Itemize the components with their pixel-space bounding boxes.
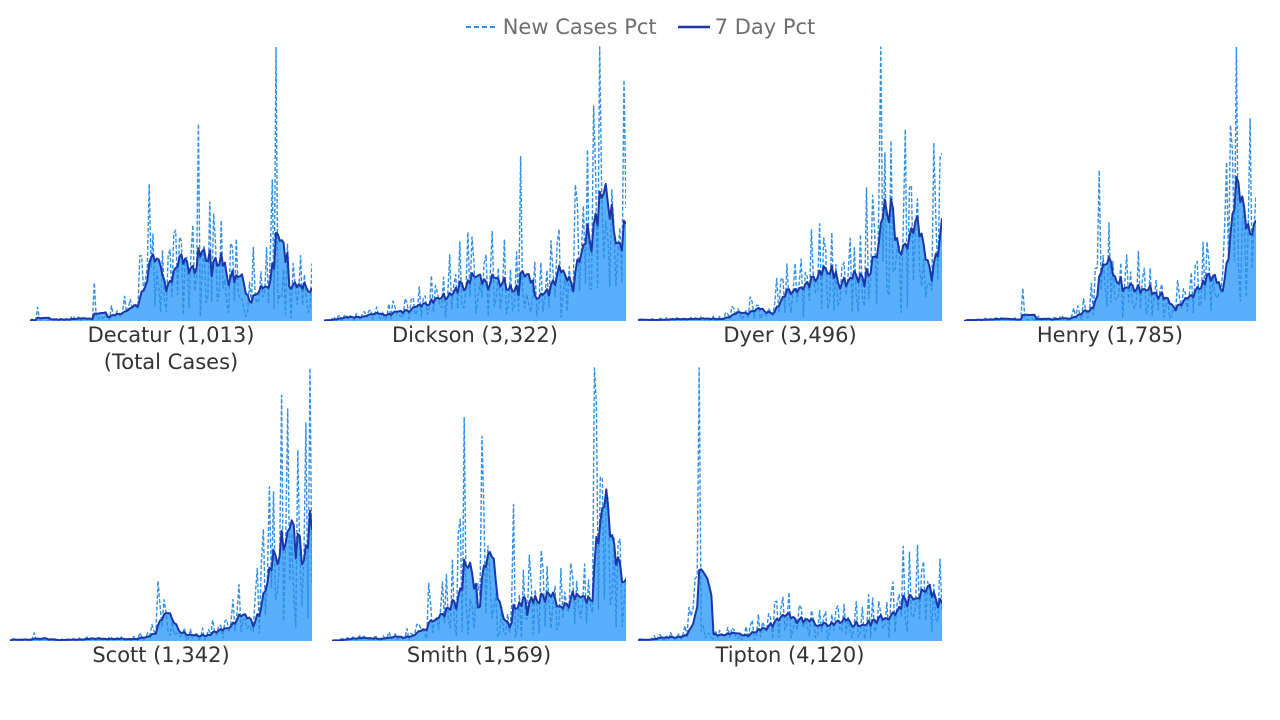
line-7-day-tipton (638, 568, 942, 641)
area-7-day-dickson (324, 183, 626, 321)
panel-tipton: Tipton (4,120) (638, 366, 942, 701)
line-7-day-dickson (324, 182, 626, 321)
panel-henry: Henry (1,785) (964, 45, 1256, 381)
line-new-cases-scott (10, 367, 312, 641)
line-7-day-decatur (30, 231, 312, 321)
panel-label-dyer: Dyer (3,496) (723, 323, 857, 347)
chart-henry (964, 46, 1256, 321)
area-7-day-smith (332, 489, 626, 641)
line-7-day-henry (964, 175, 1256, 321)
chart-scott (10, 367, 312, 641)
legend-item-7-day[interactable]: 7 Day Pct (677, 15, 816, 39)
line-new-cases-dickson (324, 46, 626, 321)
solid-line-swatch-icon (677, 25, 710, 29)
legend-label-new-cases: New Cases Pct (502, 15, 657, 39)
panel-dickson: Dickson (3,322) (324, 45, 626, 381)
panel-decatur: Decatur (1,013) (Total Cases) (30, 45, 312, 381)
panel-label-tipton: Tipton (4,120) (715, 643, 865, 667)
panel-label-dickson: Dickson (3,322) (392, 323, 558, 347)
legend-item-new-cases[interactable]: New Cases Pct (465, 15, 657, 39)
line-7-day-scott (10, 510, 312, 641)
area-7-day-henry (964, 176, 1256, 321)
panel-scott: Scott (1,342) (10, 366, 312, 701)
panel-label-smith: Smith (1,569) (406, 643, 552, 667)
area-7-day-dyer (638, 198, 942, 321)
chart-decatur (30, 46, 312, 321)
panel-dyer: Dyer (3,496) (638, 45, 942, 381)
dashed-line-swatch-icon (465, 26, 498, 28)
chart-legend: New Cases Pct 7 Day Pct (0, 10, 1280, 44)
chart-dyer (638, 46, 942, 321)
legend-label-7-day: 7 Day Pct (714, 15, 816, 39)
chart-tipton (638, 367, 942, 641)
line-new-cases-tipton (638, 367, 942, 641)
area-7-day-scott (10, 511, 312, 641)
panel-smith: Smith (1,569) (332, 366, 626, 701)
line-7-day-dyer (638, 197, 942, 321)
line-new-cases-henry (964, 46, 1256, 321)
chart-smith (332, 367, 626, 641)
panel-label-scott: Scott (1,342) (92, 643, 230, 667)
total-cases-note: (Total Cases) (103, 350, 239, 374)
chart-dickson (324, 46, 626, 321)
panel-label-decatur: Decatur (1,013) (87, 323, 255, 347)
panel-label-henry: Henry (1,785) (1036, 323, 1184, 347)
line-7-day-smith (332, 488, 626, 641)
